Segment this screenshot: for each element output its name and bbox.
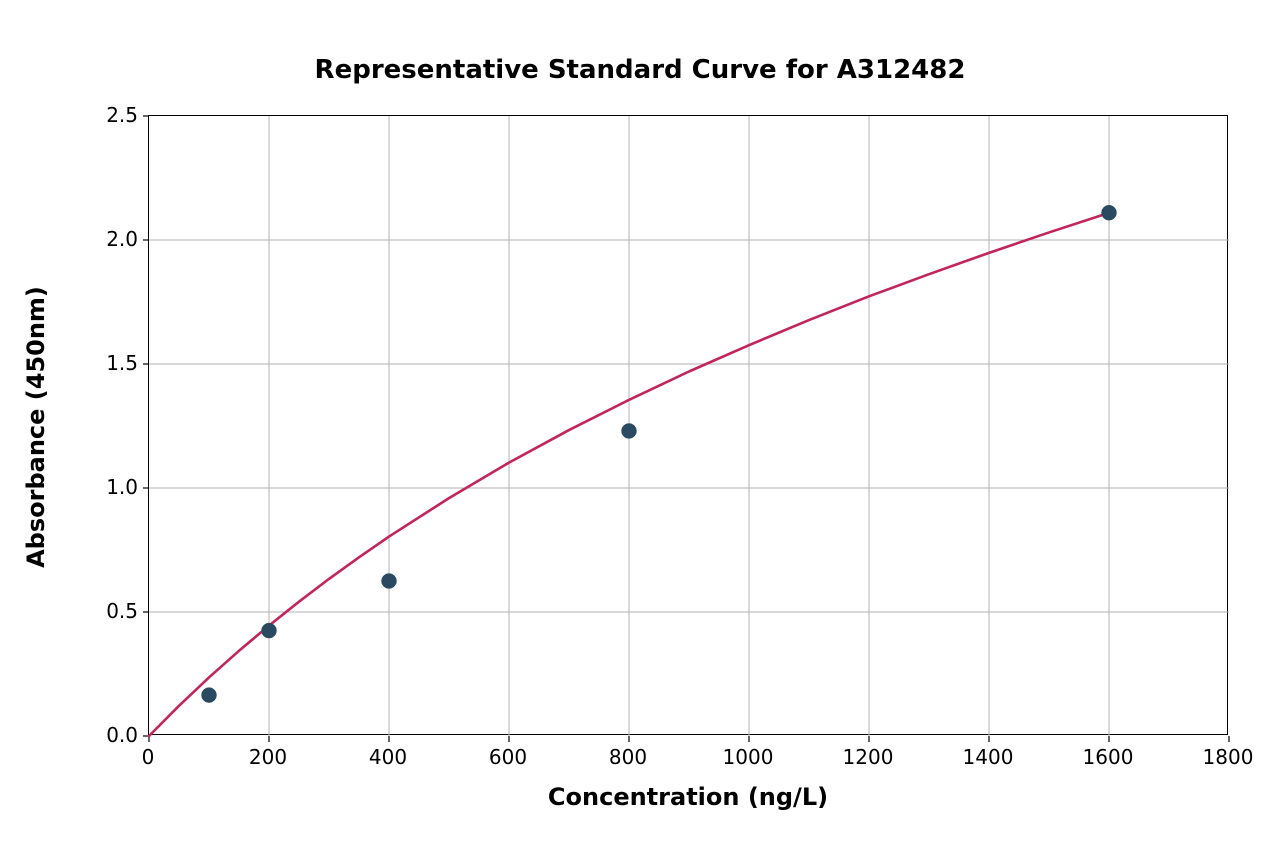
figure: Representative Standard Curve for A31248… — [0, 0, 1280, 845]
x-tick-label: 0 — [142, 745, 155, 769]
data-point — [262, 623, 277, 638]
y-tick-label: 2.5 — [78, 103, 138, 127]
plot-area — [148, 115, 1228, 735]
y-tick-label: 0.5 — [78, 599, 138, 623]
chart-title: Representative Standard Curve for A31248… — [0, 55, 1280, 85]
x-tick-label: 1200 — [843, 745, 894, 769]
y-axis-label: Absorbance (450nm) — [22, 117, 50, 737]
x-tick-label: 200 — [249, 745, 287, 769]
x-tick-label: 400 — [369, 745, 407, 769]
y-tick-label: 1.0 — [78, 475, 138, 499]
x-tick-label: 1400 — [963, 745, 1014, 769]
y-tick-label: 2.0 — [78, 227, 138, 251]
data-point — [622, 423, 637, 438]
x-tick-label: 800 — [609, 745, 647, 769]
data-point — [382, 574, 397, 589]
x-tick-label: 1600 — [1083, 745, 1134, 769]
y-tick-label: 1.5 — [78, 351, 138, 375]
x-tick-label: 600 — [489, 745, 527, 769]
x-tick-label: 1800 — [1203, 745, 1254, 769]
x-tick-label: 1000 — [723, 745, 774, 769]
data-point — [202, 688, 217, 703]
y-tick-label: 0.0 — [78, 723, 138, 747]
data-point — [1102, 205, 1117, 220]
plot-svg — [149, 116, 1229, 736]
x-axis-label: Concentration (ng/L) — [148, 783, 1228, 811]
